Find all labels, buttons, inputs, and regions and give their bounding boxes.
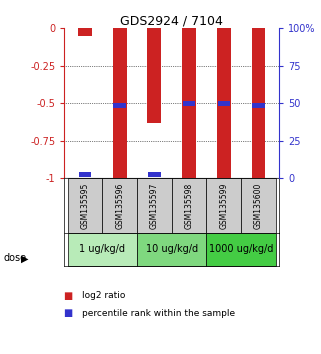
Bar xyxy=(148,172,160,177)
Text: 1000 ug/kg/d: 1000 ug/kg/d xyxy=(209,244,273,254)
Bar xyxy=(102,178,137,233)
Title: GDS2924 / 7104: GDS2924 / 7104 xyxy=(120,14,223,27)
Text: GSM135595: GSM135595 xyxy=(81,182,90,229)
Bar xyxy=(206,178,241,233)
Text: GSM135597: GSM135597 xyxy=(150,182,159,229)
Text: 1 ug/kg/d: 1 ug/kg/d xyxy=(79,244,126,254)
Bar xyxy=(113,103,126,108)
Text: GSM135600: GSM135600 xyxy=(254,182,263,229)
Bar xyxy=(252,103,265,108)
Text: 10 ug/kg/d: 10 ug/kg/d xyxy=(146,244,198,254)
Bar xyxy=(241,178,276,233)
Text: ■: ■ xyxy=(64,291,77,301)
Bar xyxy=(68,178,102,233)
Bar xyxy=(137,233,206,266)
Bar xyxy=(182,28,196,178)
Bar xyxy=(206,233,276,266)
Bar xyxy=(218,101,230,106)
Text: ▶: ▶ xyxy=(21,253,28,263)
Bar xyxy=(183,101,195,106)
Text: GSM135599: GSM135599 xyxy=(219,182,228,229)
Bar xyxy=(137,178,172,233)
Bar xyxy=(147,28,161,123)
Bar xyxy=(217,28,231,178)
Bar xyxy=(252,28,265,178)
Bar xyxy=(79,172,91,177)
Text: log2 ratio: log2 ratio xyxy=(82,291,125,300)
Bar xyxy=(68,233,137,266)
Text: percentile rank within the sample: percentile rank within the sample xyxy=(82,309,235,318)
Text: ■: ■ xyxy=(64,308,77,318)
Bar xyxy=(172,178,206,233)
Text: GSM135598: GSM135598 xyxy=(185,182,194,229)
Text: GSM135596: GSM135596 xyxy=(115,182,124,229)
Bar xyxy=(78,28,92,36)
Bar xyxy=(113,28,127,178)
Text: dose: dose xyxy=(3,253,26,263)
